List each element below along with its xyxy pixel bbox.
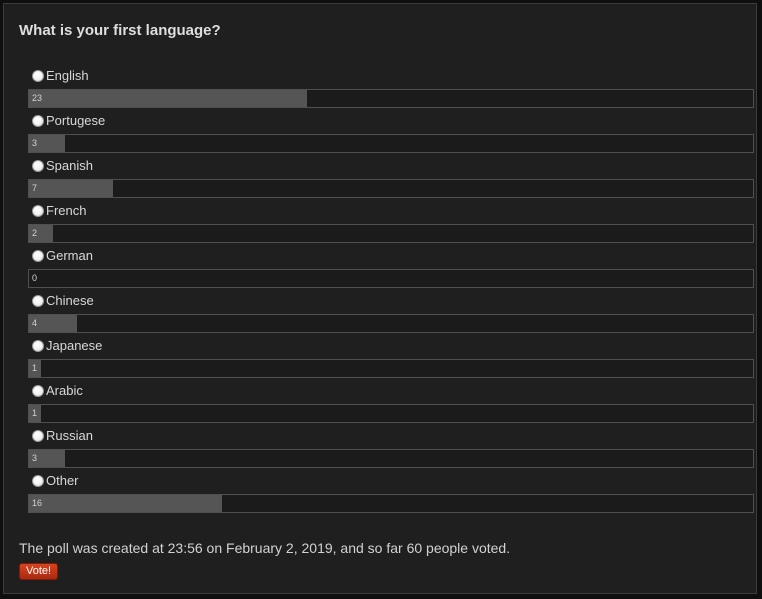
poll-panel: What is your first language? English 23 … (3, 3, 757, 594)
option-label[interactable]: English (32, 66, 89, 85)
option-label[interactable]: French (32, 201, 86, 220)
radio-button[interactable] (32, 474, 44, 487)
radio-button[interactable] (32, 69, 44, 82)
poll-option-russian: Russian 3 (28, 426, 754, 471)
radio-button[interactable] (32, 114, 44, 127)
option-text: English (46, 68, 89, 83)
vote-count: 3 (32, 138, 38, 148)
poll-option-arabic: Arabic 1 (28, 381, 754, 426)
radio-button[interactable] (32, 339, 44, 352)
result-bar-fill (29, 135, 66, 152)
result-bar-fill (29, 180, 114, 197)
result-bar: 0 (28, 269, 754, 288)
result-bar: 1 (28, 404, 754, 423)
result-bar-fill (29, 450, 66, 467)
poll-option-french: French 2 (28, 201, 754, 246)
poll-option-portugese: Portugese 3 (28, 111, 754, 156)
result-bar: 3 (28, 449, 754, 468)
poll-question: What is your first language? (19, 22, 221, 39)
poll-option-spanish: Spanish 7 (28, 156, 754, 201)
poll-options: English 23 Portugese 3 Spanish (28, 66, 754, 516)
radio-button[interactable] (32, 249, 44, 262)
option-label[interactable]: Portugese (32, 111, 105, 130)
result-bar-fill (29, 495, 223, 512)
option-text: Other (46, 473, 79, 488)
poll-option-chinese: Chinese 4 (28, 291, 754, 336)
option-text: Portugese (46, 113, 106, 128)
vote-count: 7 (32, 183, 38, 193)
poll-summary: The poll was created at 23:56 on Februar… (19, 540, 511, 556)
result-bar: 1 (28, 359, 754, 378)
option-label[interactable]: Japanese (32, 336, 102, 355)
poll-option-english: English 23 (28, 66, 754, 111)
result-bar: 2 (28, 224, 754, 243)
result-bar-fill (29, 405, 42, 422)
option-text: German (46, 248, 93, 263)
poll-option-other: Other 16 (28, 471, 754, 516)
poll-option-german: German 0 (28, 246, 754, 291)
result-bar: 4 (28, 314, 754, 333)
radio-button[interactable] (32, 429, 44, 442)
result-bar-fill (29, 225, 54, 242)
result-bar: 3 (28, 134, 754, 153)
option-label[interactable]: Arabic (32, 381, 83, 400)
option-text: Chinese (46, 293, 94, 308)
result-bar-fill (29, 315, 78, 332)
radio-button[interactable] (32, 159, 44, 172)
vote-count: 23 (32, 93, 43, 103)
option-label[interactable]: Chinese (32, 291, 94, 310)
vote-button[interactable]: Vote! (19, 563, 59, 580)
option-label[interactable]: Russian (32, 426, 93, 445)
vote-count: 3 (32, 453, 38, 463)
option-text: Arabic (46, 383, 83, 398)
radio-button[interactable] (32, 204, 44, 217)
vote-count: 1 (32, 408, 38, 418)
vote-count: 4 (32, 318, 38, 328)
option-label[interactable]: German (32, 246, 93, 265)
result-bar: 16 (28, 494, 754, 513)
vote-count: 16 (32, 498, 43, 508)
option-text: Spanish (46, 158, 93, 173)
result-bar-fill (29, 360, 42, 377)
poll-option-japanese: Japanese 1 (28, 336, 754, 381)
result-bar-fill (29, 90, 307, 107)
result-bar: 7 (28, 179, 754, 198)
result-bar: 23 (28, 89, 754, 108)
radio-button[interactable] (32, 384, 44, 397)
option-label[interactable]: Other (32, 471, 79, 490)
option-text: French (46, 203, 87, 218)
option-text: Japanese (46, 338, 103, 353)
vote-count: 0 (32, 273, 38, 283)
option-label[interactable]: Spanish (32, 156, 93, 175)
vote-count: 2 (32, 228, 38, 238)
radio-button[interactable] (32, 294, 44, 307)
option-text: Russian (46, 428, 93, 443)
vote-count: 1 (32, 363, 38, 373)
